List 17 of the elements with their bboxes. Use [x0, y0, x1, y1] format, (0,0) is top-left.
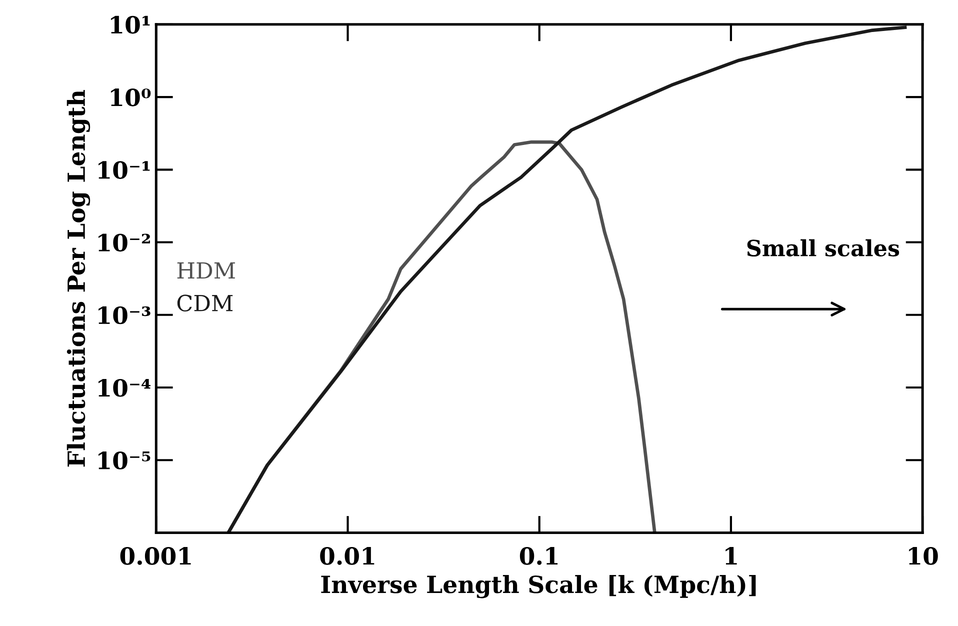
- x-tick-label: 0.01: [320, 547, 374, 565]
- y-tick-label: 10¹: [110, 16, 150, 34]
- y-tick-label: 10⁻¹: [98, 161, 150, 179]
- x-tick-label: 0.1: [520, 547, 558, 565]
- x-tick-label: 10: [909, 547, 938, 565]
- y-tick-label: 10⁻³: [98, 306, 150, 324]
- annotation: Small scales: [747, 239, 900, 256]
- y-tick-label: 10⁻⁴: [98, 378, 150, 397]
- text: HDM: [177, 262, 235, 279]
- x-tick-label: 0.001: [120, 547, 191, 565]
- y-tick-label: 10⁰: [110, 88, 151, 106]
- text: CDM: [177, 294, 233, 312]
- y-tick-label: 10⁻²: [98, 234, 150, 252]
- x-axis-title: Inverse Length Scale [k (Mpc/h)]: [321, 575, 756, 598]
- y-axis-title: Fluctuations Per Log Length: [66, 90, 90, 467]
- y-tick-label: 10⁻⁵: [98, 452, 150, 470]
- x-tick-label: 1: [726, 547, 737, 565]
